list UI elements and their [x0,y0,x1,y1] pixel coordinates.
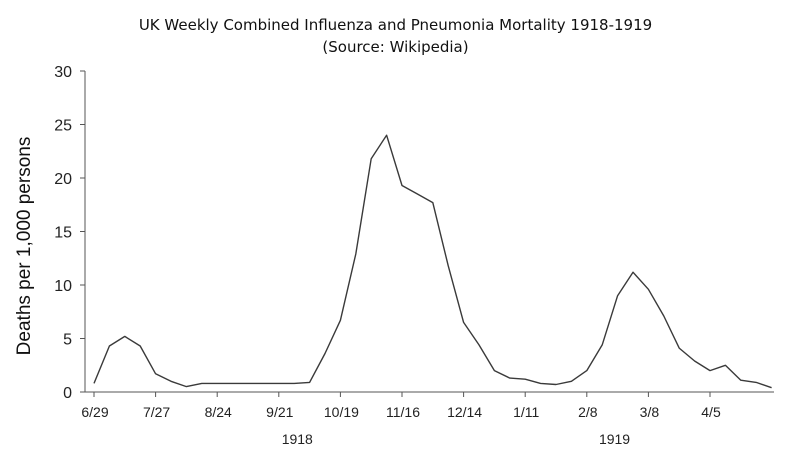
y-axis-label: Deaths per 1,000 persons [14,137,35,356]
y-tick-label: 25 [54,118,72,135]
x-tick-label: 9/21 [266,404,293,420]
x-tick-label: 10/19 [324,404,359,420]
x-tick-label: 3/8 [640,404,660,420]
x-tick-label: 12/14 [447,404,482,420]
x-tick-label: 11/16 [386,404,420,420]
mortality-line [93,134,772,389]
y-tick-label: 30 [54,64,72,81]
year-label: 1919 [599,431,630,447]
y-tick-label: 5 [63,332,72,349]
y-tick-label: 15 [54,225,72,242]
x-tick-label: 7/27 [143,404,170,420]
y-tick-label: 20 [54,171,72,188]
x-tick-label: 1/11 [513,404,539,420]
year-label: 1918 [282,431,313,447]
y-tick-label: 10 [54,278,72,295]
x-tick-label: 8/24 [205,404,232,420]
x-tick-label: 6/29 [81,404,108,420]
x-tick-label: 4/5 [701,404,721,420]
title-block: UK Weekly Combined Influenza and Pneumon… [0,14,791,58]
x-tick-label: 2/8 [578,404,598,420]
y-tick-label: 0 [63,385,72,402]
chart-subtitle: (Source: Wikipedia) [322,38,469,56]
chart-title: UK Weekly Combined Influenza and Pneumon… [138,16,653,34]
